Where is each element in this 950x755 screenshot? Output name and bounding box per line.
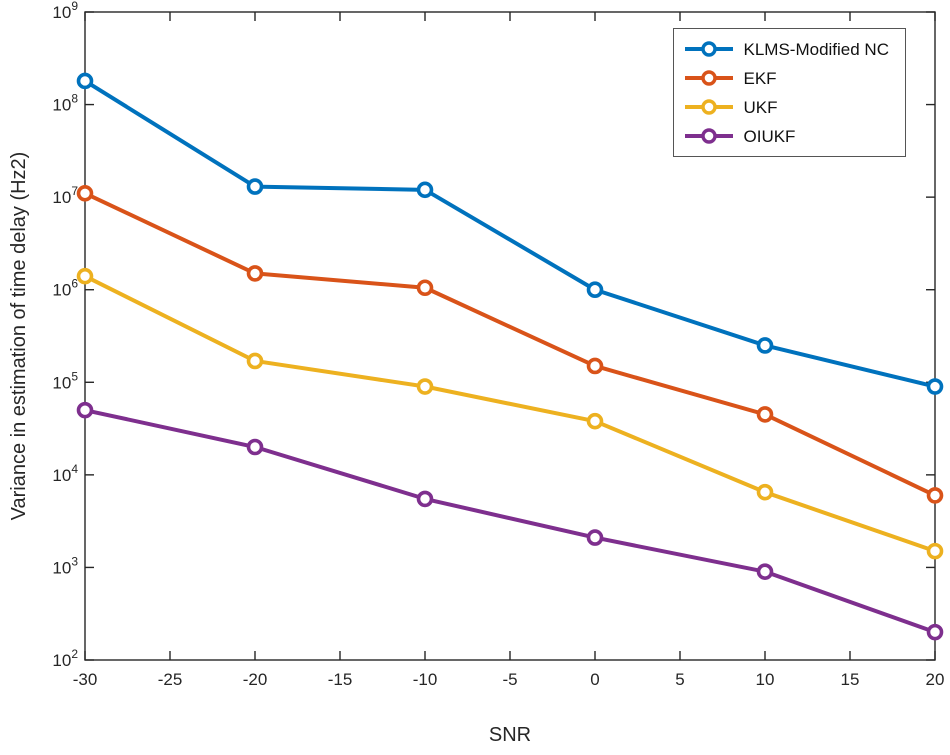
legend-marker [700, 70, 717, 86]
y-tick-label: 106 [52, 277, 78, 300]
data-point-marker [586, 281, 604, 299]
ticks [84, 11, 936, 661]
legend-label: UKF [743, 97, 778, 117]
data-point-marker [246, 438, 264, 456]
legend-line-sample [684, 41, 733, 57]
data-point-marker [756, 563, 774, 580]
y-tick-label: 102 [52, 647, 78, 670]
series-markers-1 [76, 185, 944, 504]
y-tick-label: 107 [52, 184, 78, 207]
data-point-marker [416, 181, 434, 199]
legend-line-sample [684, 70, 733, 86]
legend-item-0: KLMS-Modified NC [684, 39, 890, 59]
legend: KLMS-Modified NC EKF UKF OIUKF [672, 28, 906, 157]
y-tick-label: 105 [52, 369, 78, 392]
data-point-marker [926, 623, 944, 641]
x-tick-label: 10 [756, 670, 775, 689]
y-tick-label: 109 [52, 0, 78, 22]
series-line-3 [83, 408, 937, 635]
data-point-marker [246, 352, 264, 370]
x-tick-label: -5 [502, 670, 517, 689]
y-tick-label: 104 [52, 462, 78, 485]
legend-line-sample [684, 128, 733, 144]
legend-item-2: UKF [684, 97, 890, 117]
data-point-marker [76, 72, 94, 90]
legend-marker [700, 128, 717, 144]
data-point-marker [756, 337, 774, 354]
x-tick-label: -10 [413, 670, 438, 689]
data-point-marker [76, 401, 94, 419]
data-point-marker [76, 185, 94, 202]
legend-marker [700, 99, 717, 115]
data-point-marker [246, 178, 264, 195]
legend-label: OIUKF [743, 126, 796, 146]
data-point-marker [416, 490, 434, 508]
data-point-marker [586, 412, 604, 430]
series-markers-3 [76, 401, 944, 641]
x-axis-label: SNR [489, 724, 531, 746]
x-tick-label: -15 [328, 670, 353, 689]
data-point-marker [926, 487, 944, 504]
data-point-marker [756, 483, 774, 501]
legend-item-3: OIUKF [684, 126, 890, 146]
data-point-marker [926, 542, 944, 560]
x-tick-label: -20 [243, 670, 268, 689]
data-point-marker [76, 267, 94, 285]
x-tick-label: -25 [158, 670, 183, 689]
legend-marker [700, 41, 717, 57]
series-markers-2 [76, 267, 944, 560]
data-point-marker [756, 406, 774, 423]
x-tick-label: 5 [675, 670, 684, 689]
data-point-marker [246, 265, 264, 282]
x-tick-label: -30 [73, 670, 98, 689]
legend-line-sample [684, 99, 733, 115]
legend-label: EKF [743, 68, 777, 88]
data-point-marker [416, 378, 434, 395]
data-point-marker [586, 529, 604, 546]
data-point-marker [416, 279, 434, 297]
y-axis-label: Variance in estimation of time delay (Hz… [8, 152, 30, 521]
y-tick-label: 108 [52, 92, 78, 115]
y-tick-label: 103 [52, 554, 78, 577]
legend-label: KLMS-Modified NC [743, 39, 890, 59]
series-line-2 [83, 274, 937, 554]
x-tick-label: 20 [926, 670, 945, 689]
tick-labels: -30 -25 -20 -15 -10 -5 0 5 10 15 20 102 103 104 105 106… [52, 0, 944, 689]
data-point-marker [926, 378, 944, 395]
x-tick-label: 0 [590, 670, 599, 689]
series-line-1 [83, 191, 937, 498]
series-line-0 [83, 78, 937, 389]
series-markers-0 [76, 72, 944, 395]
legend-item-1: EKF [684, 68, 890, 88]
data-point-marker [586, 357, 604, 375]
x-tick-label: 15 [841, 670, 860, 689]
